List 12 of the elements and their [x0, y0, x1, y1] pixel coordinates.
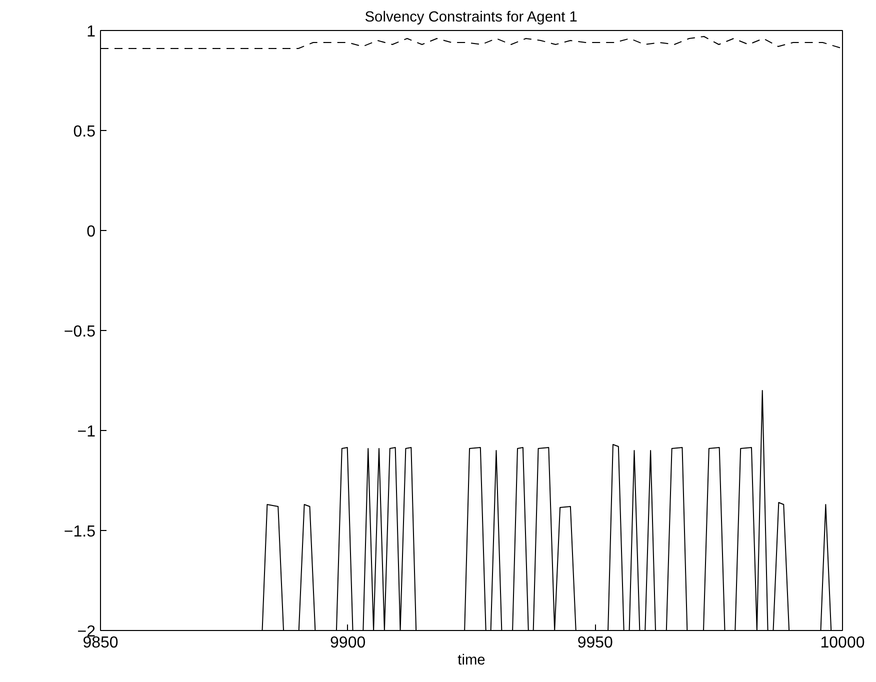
- line-series: [100, 36, 842, 49]
- y-tick-label: 0: [86, 224, 96, 240]
- x-axis-title: time: [458, 652, 486, 668]
- x-tick-label: 10000: [820, 634, 865, 652]
- x-tick-label: 9950: [577, 634, 614, 652]
- y-tick-label: −1: [77, 424, 96, 440]
- y-tick-label: −0.5: [64, 324, 96, 340]
- x-tick-label: 9900: [330, 634, 366, 652]
- y-tick-label: 1: [86, 24, 96, 40]
- chart-title: Solvency Constraints for Agent 1: [364, 10, 578, 26]
- y-tick-label: −1.5: [64, 524, 96, 540]
- y-tick-label: 0.5: [73, 124, 96, 140]
